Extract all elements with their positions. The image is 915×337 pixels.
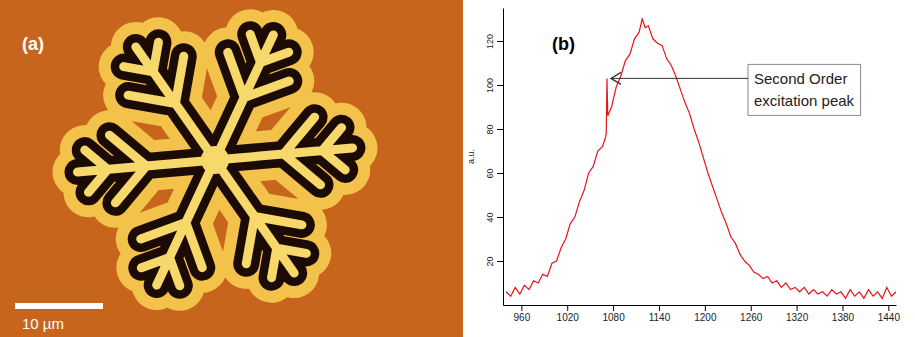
y-tick: 40	[485, 212, 503, 222]
y-tick-mark	[497, 41, 503, 42]
x-tick-mark	[797, 305, 798, 311]
x-tick-label: 1260	[740, 312, 763, 323]
plot-area	[506, 19, 896, 298]
annotation: Second Orderexcitation peak	[611, 64, 861, 115]
y-tick: 80	[485, 124, 503, 134]
y-tick: 60	[485, 168, 503, 178]
snowflake-center	[201, 146, 229, 174]
y-axis-line	[503, 9, 504, 306]
scale-bar-label: 10 µm	[22, 315, 64, 332]
y-tick-mark	[497, 129, 503, 130]
y-tick-label: 60	[485, 168, 495, 178]
x-tick-mark	[659, 305, 660, 311]
x-tick: 1140	[649, 305, 671, 323]
x-tick-label: 1200	[694, 312, 717, 323]
x-tick-mark	[613, 305, 614, 311]
x-tick-mark	[751, 305, 752, 311]
snowflake-halo	[78, 34, 353, 285]
panel-label: (b)	[552, 34, 575, 54]
x-tick-label: 1380	[832, 312, 855, 323]
x-tick-mark	[521, 305, 522, 311]
x-tick: 1260	[740, 305, 763, 323]
line-panel: 960 1020 1080 1140 1200 1260 1320 1380 1440 20 40 6…	[466, 9, 900, 324]
y-tick-mark	[497, 261, 503, 262]
y-tick: 120	[485, 34, 503, 49]
x-tick-mark	[888, 305, 889, 311]
x-tick: 1380	[832, 305, 855, 323]
annotation-text: Second Orderexcitation peak	[754, 70, 855, 109]
x-tick-label: 1320	[786, 312, 809, 323]
y-tick-mark	[497, 173, 503, 174]
x-tick-mark	[842, 305, 843, 311]
x-tick: 1200	[694, 305, 717, 323]
y-tick-label: 40	[485, 212, 495, 222]
spectrum-line	[506, 19, 896, 298]
image-panel: 10 µm (a)	[0, 0, 463, 337]
x-tick-label: 1080	[602, 312, 625, 323]
y-tick-label: 20	[485, 256, 495, 266]
y-tick: 20	[485, 256, 503, 266]
x-tick: 1320	[786, 305, 809, 323]
x-axis-line	[504, 305, 897, 306]
snowflake-inner	[78, 34, 353, 285]
x-tick-mark	[567, 305, 568, 311]
image-background	[0, 0, 463, 337]
x-tick: 1440	[878, 305, 901, 323]
panel-label: (a)	[22, 34, 44, 54]
x-tick-mark	[705, 305, 706, 311]
annotation-box	[748, 64, 861, 115]
y-axis-title: a.u.	[466, 149, 476, 164]
snowflake-outline	[78, 34, 353, 285]
y-tick-label: 100	[485, 78, 495, 93]
y-axis: 20 40 60 80 100 120	[485, 9, 504, 306]
x-tick-label: 960	[514, 312, 531, 323]
figure: 10 µm (a) 960 1020 1080 1140 1200 1260 1320 1380 1…	[0, 0, 915, 337]
x-tick-label: 1440	[878, 312, 901, 323]
annotation-arrowhead	[611, 72, 621, 84]
y-tick-mark	[497, 217, 503, 218]
x-tick-label: 1020	[557, 312, 580, 323]
y-tick-label: 120	[485, 34, 495, 49]
x-tick: 960	[514, 305, 531, 323]
annotation-arrow	[611, 78, 748, 79]
x-tick: 1080	[602, 305, 625, 323]
x-axis: 960 1020 1080 1140 1200 1260 1320 1380 1440	[504, 305, 901, 323]
x-tick-label: 1140	[649, 312, 671, 323]
y-tick-mark	[497, 85, 503, 86]
y-tick-label: 80	[485, 124, 495, 134]
x-tick: 1020	[557, 305, 580, 323]
y-tick: 100	[485, 78, 503, 93]
scale-bar	[15, 303, 103, 309]
